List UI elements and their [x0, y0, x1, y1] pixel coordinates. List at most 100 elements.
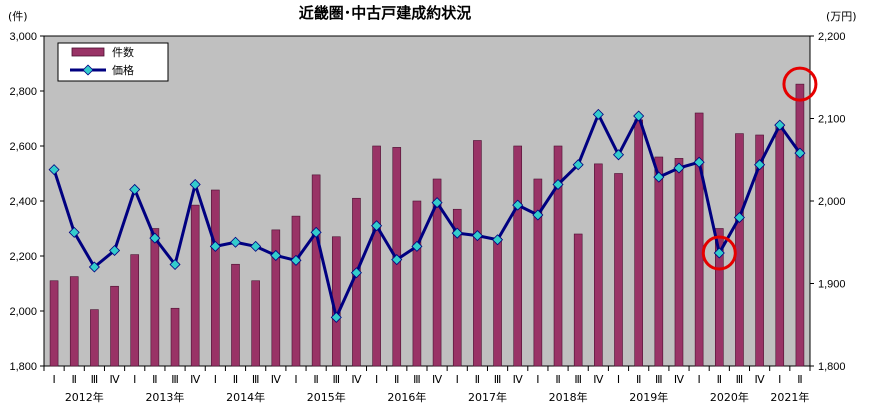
price-point: [572, 159, 584, 171]
quarter-label: Ⅳ: [513, 374, 524, 386]
bar: [775, 123, 785, 367]
price-point: [290, 254, 302, 266]
price-point: [532, 209, 544, 221]
quarter-label: Ⅱ: [152, 374, 157, 386]
left-axis: 1,800 2,000 2,200 2,400 2,600 2,800 3,000: [9, 31, 44, 373]
bar: [412, 200, 422, 367]
bar: [795, 83, 805, 367]
price-point: [229, 236, 242, 248]
price-point: [109, 244, 121, 257]
bar: [110, 285, 119, 367]
quarter-label: Ⅱ: [233, 374, 238, 386]
left-tick-label: 2,600: [9, 141, 37, 153]
highlight-circle: [782, 66, 818, 102]
left-tick-label: 2,800: [9, 86, 37, 98]
bar: [150, 228, 160, 367]
bar: [130, 254, 140, 367]
quarter-label: Ⅱ: [72, 374, 77, 386]
right-tick-label: 2,200: [818, 31, 846, 43]
price-point: [431, 197, 443, 209]
quarter-label: Ⅰ: [52, 374, 55, 386]
left-tick-label: 2,400: [9, 196, 37, 208]
legend: 件数 価格: [57, 42, 169, 82]
year-label: 2021年: [770, 390, 809, 404]
right-axis-unit: (万円): [826, 10, 857, 23]
price-point: [633, 110, 645, 122]
price-point: [129, 183, 141, 195]
quarter-label: Ⅲ: [655, 374, 663, 386]
bar: [69, 276, 79, 367]
price-point: [48, 164, 60, 176]
bar: [573, 233, 583, 367]
left-tick-label: 1,800: [9, 361, 37, 373]
bar: [271, 229, 281, 367]
year-label: 2017年: [468, 390, 507, 404]
quarter-label: Ⅰ: [375, 374, 378, 386]
right-tick-label: 2,000: [818, 196, 846, 208]
price-point: [330, 311, 342, 323]
legend-label-count: 件数: [112, 46, 134, 59]
quarter-label: Ⅰ: [778, 374, 781, 386]
right-tick-label: 2,100: [818, 114, 846, 126]
chart-title: 近畿圏･中古戸建成約状況: [299, 4, 472, 22]
bar: [614, 173, 623, 367]
quarter-label: Ⅱ: [636, 374, 641, 386]
price-point: [88, 261, 100, 273]
price-point: [411, 240, 423, 252]
quarter-label: Ⅲ: [574, 374, 582, 386]
quarter-label: Ⅲ: [252, 374, 260, 386]
bar: [473, 140, 482, 367]
line-series: [48, 108, 806, 323]
quarter-label: Ⅱ: [797, 374, 802, 386]
left-axis-unit: (件): [8, 10, 28, 23]
bar: [90, 309, 99, 367]
price-point: [270, 249, 282, 261]
quarter-label: Ⅲ: [736, 374, 744, 386]
quarter-label: Ⅳ: [109, 374, 120, 386]
year-label: 2020年: [710, 390, 749, 404]
bar: [594, 163, 603, 367]
quarter-label: Ⅰ: [133, 374, 136, 386]
quarter-label: Ⅱ: [475, 374, 480, 386]
bar: [674, 158, 684, 367]
bar: [553, 145, 563, 367]
price-point: [794, 147, 806, 159]
price-point: [169, 259, 181, 271]
price-point: [149, 232, 161, 244]
price-point: [350, 267, 362, 279]
right-tick-label: 1,800: [818, 361, 846, 373]
quarter-label: Ⅰ: [698, 374, 701, 386]
quarter-label: Ⅱ: [717, 374, 722, 386]
bar: [755, 134, 764, 367]
price-point: [653, 171, 665, 183]
bar: [190, 204, 200, 367]
price-point: [250, 240, 262, 252]
year-label: 2013年: [145, 390, 184, 404]
bar: [493, 237, 502, 367]
price-point: [512, 199, 524, 211]
x-axis: Ⅰ Ⅱ Ⅲ Ⅳ Ⅰ Ⅱ Ⅲ Ⅳ Ⅰ Ⅱ Ⅲ Ⅳ Ⅰ Ⅱ Ⅲ Ⅳ Ⅰ Ⅱ Ⅲ Ⅳ Ⅰ Ⅱ Ⅲ Ⅳ Ⅰ Ⅱ Ⅲ Ⅳ Ⅰ Ⅱ Ⅲ Ⅳ Ⅰ Ⅱ Ⅲ Ⅳ Ⅰ Ⅱ20…: [43, 366, 811, 404]
quarter-label: Ⅳ: [351, 374, 362, 386]
price-point: [310, 226, 322, 238]
bar: [714, 228, 724, 367]
left-tick-label: 2,200: [9, 251, 37, 263]
quarter-label: Ⅳ: [432, 374, 443, 386]
year-label: 2018年: [549, 390, 588, 404]
price-point: [471, 230, 483, 242]
price-point: [774, 119, 786, 131]
quarter-label: Ⅲ: [494, 374, 502, 386]
quarter-label: Ⅰ: [617, 374, 620, 386]
price-point: [391, 254, 403, 266]
quarter-label: Ⅰ: [294, 374, 297, 386]
quarter-label: Ⅳ: [674, 374, 685, 386]
bar: [251, 280, 260, 367]
quarter-label: Ⅳ: [190, 374, 201, 386]
right-axis: 1,800 1,900 2,000 2,100 2,200: [810, 31, 846, 373]
quarter-label: Ⅰ: [214, 374, 217, 386]
price-point: [612, 149, 625, 161]
quarter-label: Ⅱ: [394, 374, 399, 386]
quarter-label: Ⅲ: [91, 374, 99, 386]
bar: [231, 263, 240, 367]
price-point: [552, 178, 564, 191]
